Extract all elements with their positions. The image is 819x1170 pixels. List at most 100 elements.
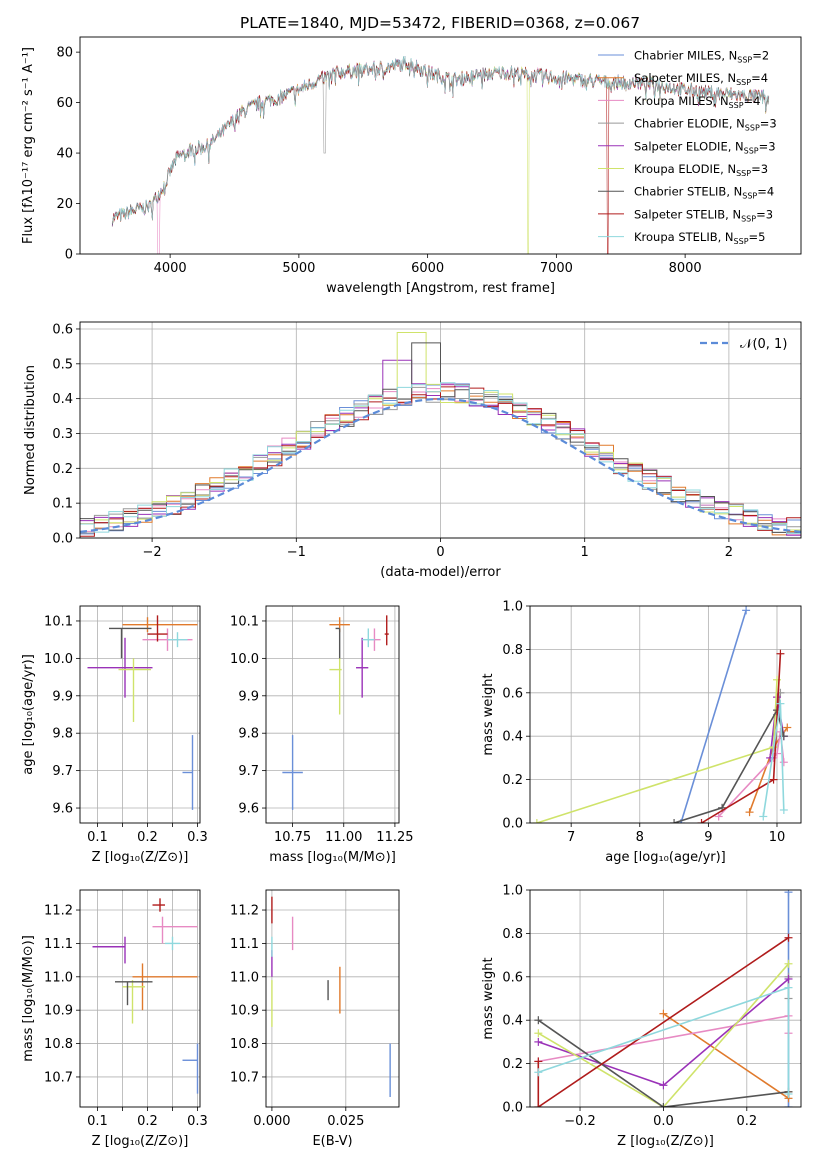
y-tick-label: 9.8 bbox=[238, 727, 259, 742]
y-tick-label: 10.0 bbox=[230, 652, 259, 667]
axes-frame bbox=[529, 605, 802, 824]
x-tick-label: 0.025 bbox=[327, 1114, 364, 1129]
legend-label-subscript: SSP bbox=[734, 237, 749, 246]
y-tick-label: 10.9 bbox=[230, 1004, 259, 1019]
legend-label: 𝒩(0, 1) bbox=[740, 337, 787, 352]
axes-frame bbox=[79, 321, 802, 539]
x-tick-label: 0.2 bbox=[137, 1114, 158, 1129]
y-axis-label: mass weight bbox=[481, 957, 496, 1039]
legend-label: Chabrier ELODIE, NSSP=3 bbox=[634, 117, 777, 133]
mass-weight-series-line bbox=[536, 679, 778, 823]
y-tick-label: 0.0 bbox=[52, 532, 73, 547]
legend-label-part: =2 bbox=[752, 49, 769, 63]
axes-frame bbox=[79, 889, 201, 1108]
y-tick-label: 11.2 bbox=[230, 904, 259, 919]
x-tick-label: 1 bbox=[581, 545, 589, 560]
y-tick-label: 0.5 bbox=[52, 357, 73, 372]
x-axis-label: age [log₁₀(age/yr)] bbox=[605, 850, 726, 865]
x-tick-label: 10 bbox=[769, 830, 786, 845]
x-axis-label: mass [log₁₀(M/M⊙)] bbox=[269, 850, 396, 865]
y-tick-label: 9.6 bbox=[238, 802, 259, 817]
y-tick-label: 0.6 bbox=[502, 970, 523, 985]
mass-vs-metallicity-panel: 0.1 0.2 0.3 10.7 10.8 10.9 11.0 11.1 11.2 Z [log₁… bbox=[21, 889, 208, 1149]
y-tick-label: 0.3 bbox=[52, 427, 73, 442]
y-tick-label: 1.0 bbox=[502, 884, 523, 899]
legend-label-part: Salpeter ELODIE, N bbox=[634, 139, 744, 153]
y-tick-label: 0.6 bbox=[52, 322, 73, 337]
y-tick-label: 0.4 bbox=[502, 730, 523, 745]
age-vs-mass-panel: 10.75 11.00 11.25 9.6 9.7 9.8 9.9 10.0 10.1 mass … bbox=[230, 605, 414, 865]
x-tick-label: 10.75 bbox=[274, 830, 311, 845]
mass-weight-series-line bbox=[537, 937, 789, 1107]
legend-label-subscript: SSP bbox=[744, 146, 759, 155]
x-axis-label: Z [log₁₀(Z/Z⊙)] bbox=[92, 850, 189, 865]
legend-label-subscript: SSP bbox=[742, 192, 757, 201]
y-tick-label: 1.0 bbox=[502, 600, 523, 615]
histogram-series-step bbox=[80, 384, 801, 537]
x-tick-label: 0.3 bbox=[187, 1114, 208, 1129]
axes-frame bbox=[265, 605, 400, 824]
y-tick-label: 0.0 bbox=[502, 1101, 523, 1116]
legend-label: Kroupa MILES, NSSP=4 bbox=[634, 94, 760, 110]
mass-weight-vs-age-panel: 7 8 9 10 0.0 0.2 0.4 0.6 0.8 1.0 age [log₁₀(age/yr… bbox=[481, 600, 802, 865]
legend-label-subscript: SSP bbox=[729, 101, 744, 110]
legend-label: Salpeter STELIB, NSSP=3 bbox=[634, 207, 773, 223]
histogram-series-step bbox=[80, 382, 801, 534]
x-tick-label: 7000 bbox=[540, 261, 573, 276]
y-tick-label: 0.0 bbox=[502, 817, 523, 832]
legend-label-part: =4 bbox=[744, 94, 761, 108]
age-vs-metallicity-panel: 0.1 0.2 0.3 9.6 9.7 9.8 9.9 10.0 10.1 Z [log₁₀(Z/… bbox=[21, 605, 208, 865]
y-tick-label: 0.2 bbox=[502, 1057, 523, 1072]
y-tick-label: 11.1 bbox=[230, 937, 259, 952]
legend-label: Kroupa STELIB, NSSP=5 bbox=[634, 230, 765, 246]
axes-frame bbox=[265, 889, 400, 1108]
legend-label: Chabrier MILES, NSSP=2 bbox=[634, 49, 769, 65]
x-tick-label: 11.00 bbox=[325, 830, 362, 845]
y-axis-label: mass weight bbox=[481, 673, 496, 755]
y-tick-label: 80 bbox=[56, 46, 73, 61]
y-tick-label: 10.8 bbox=[44, 1037, 73, 1052]
spectrum-panel: PLATE=1840, MJD=53472, FIBERID=0368, z=0… bbox=[21, 14, 802, 296]
legend-label-part: =5 bbox=[749, 230, 766, 244]
x-tick-label: −2 bbox=[143, 545, 162, 560]
y-tick-label: 10.1 bbox=[230, 614, 259, 629]
y-tick-label: 10.9 bbox=[44, 1004, 73, 1019]
x-axis-label: (data-model)/error bbox=[380, 565, 501, 580]
legend-label-subscript: SSP bbox=[745, 124, 760, 133]
y-tick-label: 9.8 bbox=[52, 727, 73, 742]
mass-weight-vs-metallicity-panel: −0.2 0.0 0.2 0.0 0.2 0.4 0.6 0.8 1.0 Z [log₁₀(Z/Z… bbox=[481, 884, 802, 1149]
legend-label-subscript: SSP bbox=[741, 214, 756, 223]
x-tick-label: 9 bbox=[704, 830, 712, 845]
y-tick-label: 0.2 bbox=[52, 462, 73, 477]
y-tick-label: 10.0 bbox=[44, 652, 73, 667]
normal-reference-curve bbox=[80, 397, 801, 533]
legend-label-part: Chabrier STELIB, N bbox=[634, 185, 742, 199]
legend-label-part: Kroupa STELIB, N bbox=[634, 230, 734, 244]
y-tick-label: 20 bbox=[56, 197, 73, 212]
x-tick-label: 0.2 bbox=[736, 1114, 757, 1129]
y-axis-label: mass [log₁₀(M/M⊙)] bbox=[21, 935, 36, 1062]
legend-label-part: Chabrier ELODIE, N bbox=[634, 117, 745, 131]
legend-label-part: Chabrier MILES, N bbox=[634, 49, 737, 63]
x-tick-label: 0 bbox=[436, 545, 444, 560]
axes-frame bbox=[79, 605, 201, 824]
y-tick-label: 0.8 bbox=[502, 643, 523, 658]
y-tick-label: 0.6 bbox=[502, 686, 523, 701]
x-tick-label: 0.2 bbox=[137, 830, 158, 845]
y-tick-label: 0.4 bbox=[502, 1014, 523, 1029]
y-tick-label: 0.4 bbox=[52, 392, 73, 407]
x-tick-label: 2 bbox=[725, 545, 733, 560]
histogram-steps bbox=[80, 332, 801, 537]
mass-vs-extinction-panel: 0.000 0.025 10.7 10.8 10.9 11.0 11.1 11.2 E(B-V) bbox=[230, 889, 400, 1149]
error-bars bbox=[282, 615, 389, 810]
mass-weight-lines bbox=[532, 606, 792, 823]
y-tick-label: 10.7 bbox=[44, 1070, 73, 1085]
residual-histogram-panel: −2 −1 0 1 2 0.0 0.1 0.2 0.3 0.4 0.5 0.6 (data-model)… bbox=[23, 321, 802, 580]
legend-label: Salpeter MILES, NSSP=4 bbox=[634, 71, 768, 87]
y-tick-label: 0.2 bbox=[502, 773, 523, 788]
error-bars bbox=[87, 615, 198, 810]
legend-label-part: =4 bbox=[757, 185, 774, 199]
y-tick-label: 10.7 bbox=[230, 1070, 259, 1085]
